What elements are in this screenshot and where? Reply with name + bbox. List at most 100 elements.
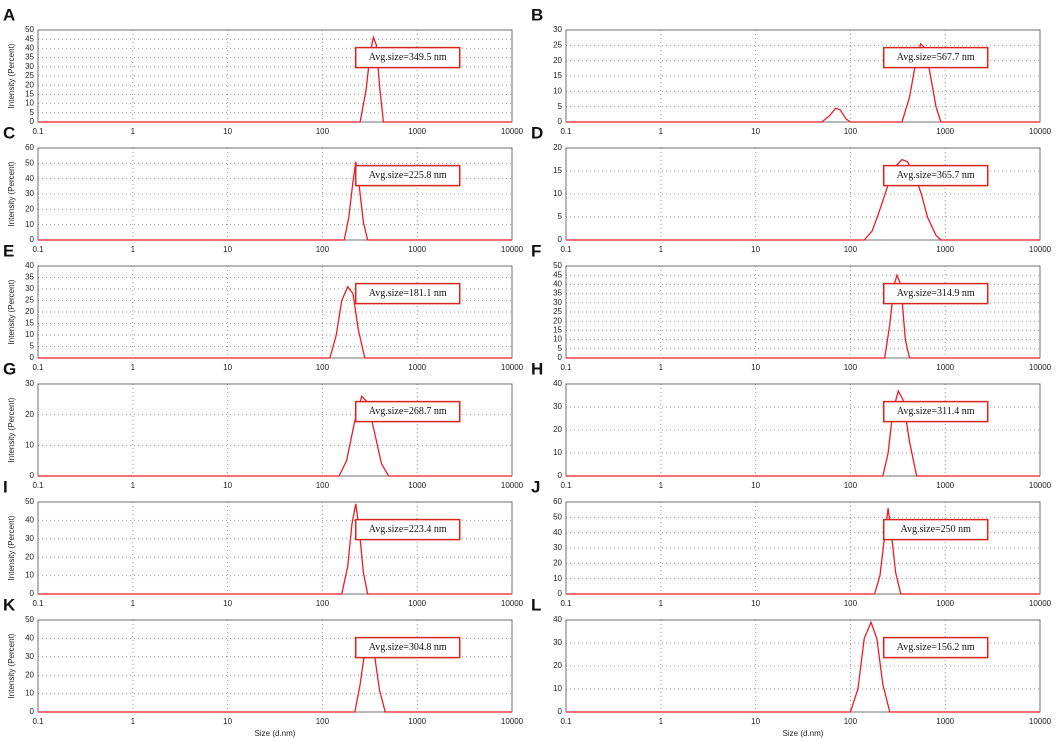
annotation-box: [882, 46, 989, 69]
y-tick-label: 15: [25, 319, 34, 328]
annotation: Avg.size=567.7 nm: [897, 52, 975, 63]
y-tick-label: 0: [30, 471, 35, 480]
panel-label: G: [3, 359, 16, 378]
x-tick-label: 10: [751, 127, 760, 136]
y-tick-label: 40: [25, 634, 34, 643]
y-tick-label: 10: [25, 330, 34, 339]
x-tick-label: 10: [223, 127, 232, 136]
y-tick-label: 60: [25, 143, 34, 152]
x-tick-label: 0.1: [560, 717, 572, 726]
annotation-box: [882, 164, 989, 187]
x-tick-label: 100: [316, 245, 330, 254]
x-tick-label: 100: [316, 363, 330, 372]
annotation: Avg.size=314.9 nm: [897, 288, 975, 299]
annotation: Avg.size=268.7 nm: [369, 406, 447, 417]
x-tick-label: 0.1: [560, 481, 572, 490]
x-axis-label: Size (d.nm): [255, 729, 296, 738]
x-tick-label: 1000: [408, 599, 426, 608]
data-line: [38, 503, 512, 595]
x-tick-label: 1: [131, 363, 136, 372]
y-tick-label: 30: [553, 638, 562, 647]
data-line: [566, 158, 1040, 241]
x-tick-label: 10: [751, 363, 760, 372]
x-tick-label: 10: [223, 363, 232, 372]
y-tick-label: 15: [553, 326, 562, 335]
y-axis-label: Intensity (Percent): [7, 515, 16, 580]
plot-frame: [37, 383, 513, 477]
panel-label: A: [3, 5, 15, 24]
y-tick-label: 0: [558, 707, 563, 716]
y-tick-label: 20: [553, 661, 562, 670]
y-tick-label: 30: [553, 298, 562, 307]
y-axis-label: Intensity (Percent): [7, 43, 16, 108]
x-tick-label: 10: [223, 245, 232, 254]
data-line: [566, 508, 1040, 595]
y-tick-label: 20: [25, 670, 34, 679]
x-tick-label: 1000: [936, 599, 954, 608]
x-tick-label: 10: [751, 481, 760, 490]
annotation: Avg.size=181.1 nm: [369, 288, 447, 299]
x-tick-label: 10: [751, 245, 760, 254]
annotation: Avg.size=311.4 nm: [897, 406, 975, 417]
x-tick-label: 10000: [1029, 363, 1052, 372]
x-tick-label: 1000: [936, 127, 954, 136]
x-tick-label: 10000: [501, 245, 524, 254]
y-tick-label: 45: [25, 34, 34, 43]
annotation-box: [354, 46, 461, 69]
panel-label: C: [3, 123, 15, 142]
annotation-box: [882, 518, 989, 541]
y-tick-label: 20: [553, 143, 562, 152]
y-tick-label: 10: [25, 571, 34, 580]
y-tick-label: 10: [553, 574, 562, 583]
plot-frame: [37, 619, 513, 713]
x-tick-label: 100: [844, 127, 858, 136]
y-tick-label: 15: [553, 71, 562, 80]
x-tick-label: 0.1: [32, 245, 44, 254]
panel-label: L: [531, 595, 541, 614]
y-tick-label: 50: [25, 158, 34, 167]
x-tick-label: 10000: [1029, 245, 1052, 254]
annotation: Avg.size=250 nm: [900, 524, 971, 535]
x-tick-label: 0.1: [32, 363, 44, 372]
annotation-box: [882, 636, 989, 659]
y-tick-label: 50: [25, 497, 34, 506]
y-tick-label: 5: [558, 212, 563, 221]
y-tick-label: 5: [558, 344, 563, 353]
x-tick-label: 10: [751, 599, 760, 608]
x-tick-label: 0.1: [560, 363, 572, 372]
x-tick-label: 10000: [1029, 127, 1052, 136]
x-tick-label: 1000: [408, 245, 426, 254]
y-tick-label: 5: [558, 102, 563, 111]
panel-label: H: [531, 359, 543, 378]
annotation: Avg.size=156.2 nm: [897, 642, 975, 653]
x-tick-label: 1: [131, 717, 136, 726]
annotation-box: [882, 282, 989, 305]
y-tick-label: 30: [25, 62, 34, 71]
x-tick-label: 100: [316, 717, 330, 726]
data-line: [38, 161, 512, 241]
y-tick-label: 10: [553, 448, 562, 457]
y-tick-label: 20: [553, 316, 562, 325]
x-tick-label: 0.1: [32, 481, 44, 490]
y-tick-label: 35: [25, 273, 34, 282]
y-tick-label: 30: [25, 652, 34, 661]
annotation-box: [354, 518, 461, 541]
panel-label: D: [531, 123, 543, 142]
y-axis-label: Intensity (Percent): [7, 633, 16, 698]
x-tick-label: 1: [131, 599, 136, 608]
y-tick-label: 45: [553, 270, 562, 279]
y-tick-label: 0: [30, 117, 35, 126]
x-tick-label: 1: [659, 245, 664, 254]
y-axis-label: Intensity (Percent): [7, 279, 16, 344]
y-tick-label: 40: [25, 44, 34, 53]
y-tick-label: 10: [25, 99, 34, 108]
y-tick-label: 40: [553, 528, 562, 537]
y-tick-label: 20: [553, 56, 562, 65]
y-tick-label: 30: [553, 402, 562, 411]
x-tick-label: 1: [659, 599, 664, 608]
x-tick-label: 1: [659, 363, 664, 372]
y-axis-label: Intensity (Percent): [7, 161, 16, 226]
data-line: [566, 620, 1040, 713]
annotation-box: [354, 400, 461, 423]
